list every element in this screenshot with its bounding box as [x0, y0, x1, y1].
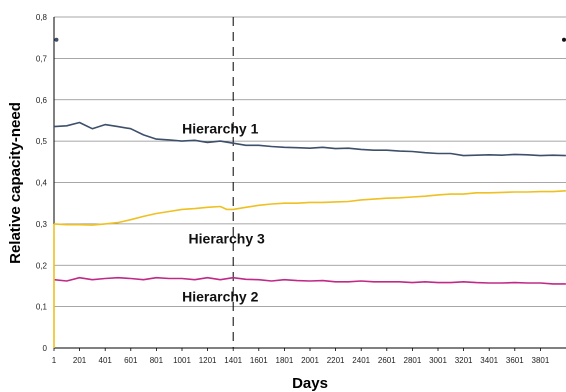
x-tick-label: 1601 — [250, 356, 268, 365]
series-line-hierarchy-3 — [53, 190, 566, 226]
isolated-points — [54, 37, 566, 42]
x-tick-label: 401 — [99, 356, 113, 365]
label-hierarchy-2: Hierarchy 2 — [182, 288, 258, 304]
label-hierarchy-3: Hierarchy 3 — [189, 230, 265, 246]
x-tick-label: 2001 — [301, 356, 319, 365]
y-tick-label: 0,3 — [36, 220, 48, 229]
x-tick-label: 601 — [124, 356, 138, 365]
y-tick-labels: 0 0,1 0,2 0,3 0,4 0,5 0,6 0,7 0,8 — [36, 13, 48, 353]
y-tick-label: 0,4 — [36, 179, 48, 188]
x-tick-label: 3001 — [429, 356, 447, 365]
x-tick-label: 2201 — [327, 356, 345, 365]
y-tick-label: 0,8 — [36, 13, 48, 22]
x-tick-label: 1001 — [173, 356, 191, 365]
x-tick-label: 801 — [150, 356, 164, 365]
x-tick-label: 1801 — [276, 356, 294, 365]
x-tick-label: 1401 — [224, 356, 242, 365]
isolated-point — [562, 37, 566, 42]
y-tick-label: 0,2 — [36, 261, 48, 270]
label-hierarchy-1: Hierarchy 1 — [182, 121, 258, 137]
x-tick-label: 201 — [73, 356, 87, 365]
x-axis-title: Days — [292, 375, 328, 392]
x-tick-label: 1201 — [199, 356, 217, 365]
x-tick-label: 3601 — [506, 356, 524, 365]
x-tick-label: 2401 — [352, 356, 370, 365]
y-tick-label: 0,7 — [36, 54, 48, 63]
x-tick-label: 2801 — [404, 356, 422, 365]
x-tick-label: 3201 — [455, 356, 473, 365]
series-lines — [53, 121, 566, 348]
series-labels: Hierarchy 1 Hierarchy 3 Hierarchy 2 — [182, 121, 265, 305]
x-tick-label: 1 — [52, 356, 57, 365]
y-tick-label: 0,6 — [36, 96, 48, 105]
series-line-hierarchy-1 — [53, 121, 566, 157]
x-tick-labels: 1 201 401 601 801 1001 1201 1401 1601 1801 2001 220… — [52, 348, 550, 365]
x-tick-label: 2601 — [378, 356, 396, 365]
isolated-point — [54, 37, 59, 42]
y-tick-label: 0,5 — [36, 137, 48, 146]
x-tick-label: 3401 — [480, 356, 498, 365]
x-tick-label: 3801 — [532, 356, 550, 365]
y-tick-label: 0,1 — [36, 303, 48, 312]
y-tick-label: 0 — [43, 344, 48, 353]
y-axis-title: Relative capacity-need — [7, 102, 24, 264]
series-line-hierarchy-2 — [53, 276, 566, 285]
